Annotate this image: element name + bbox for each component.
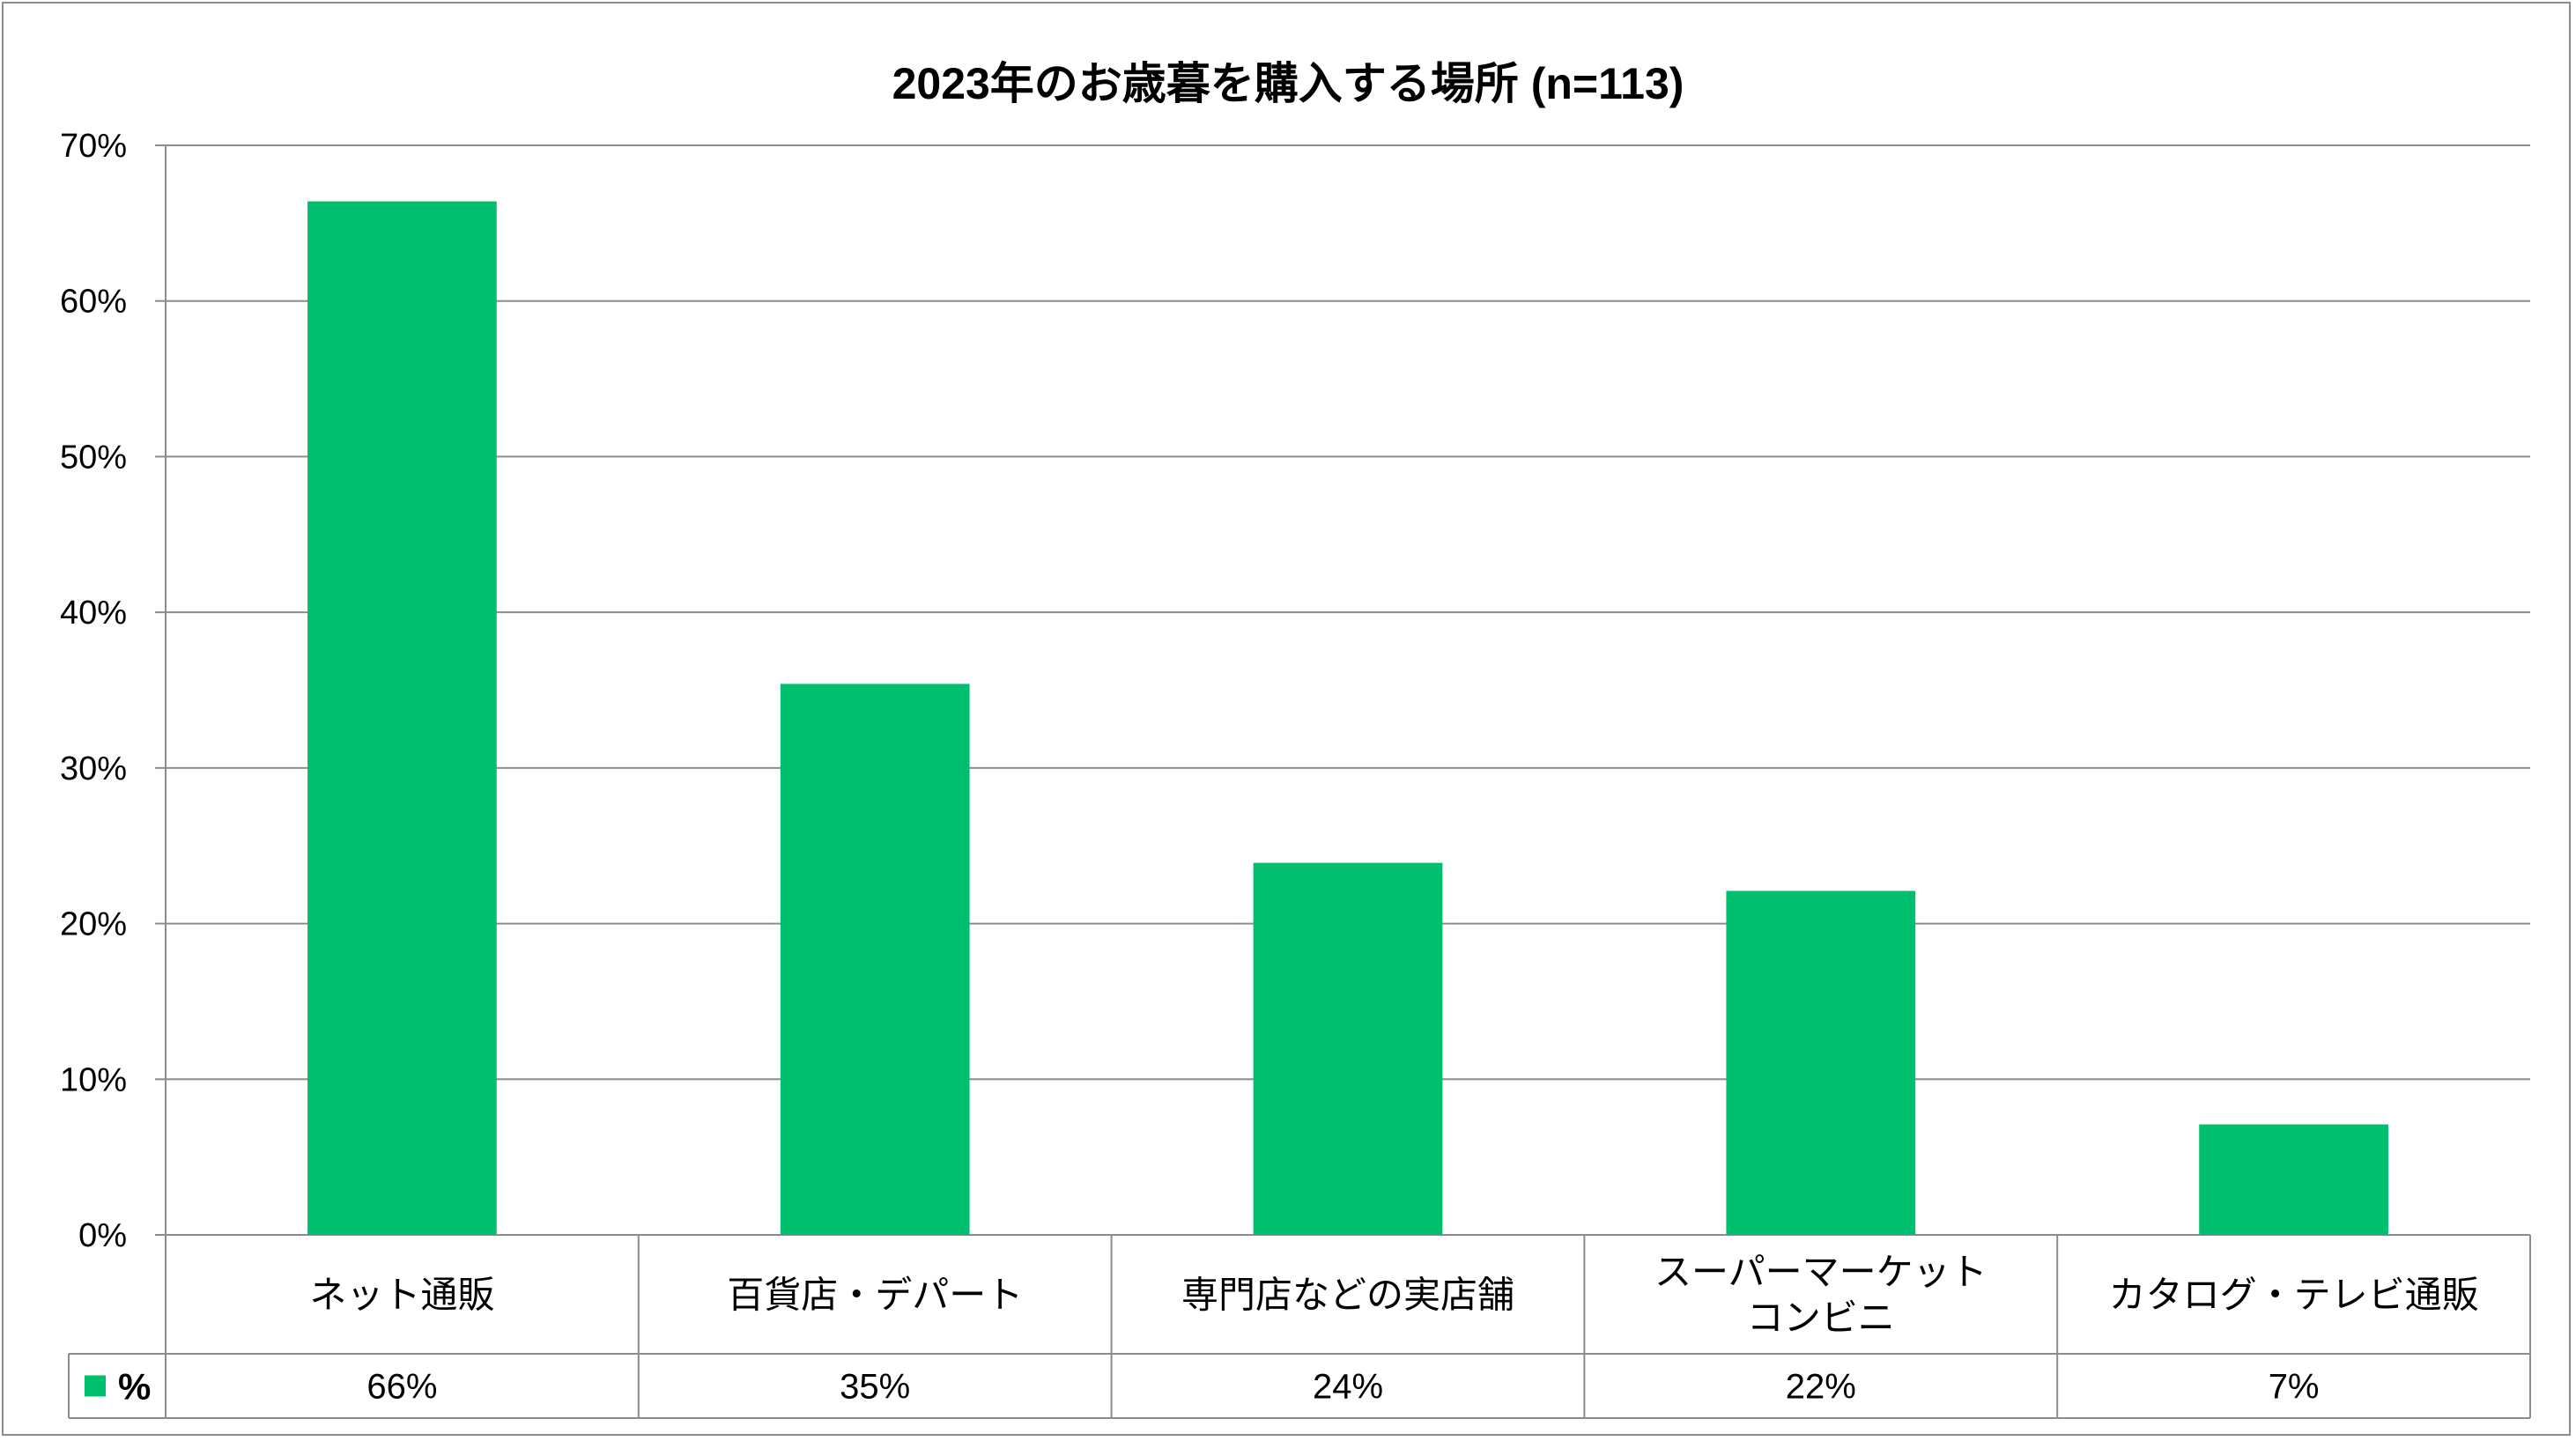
bars	[307, 201, 2388, 1235]
category-label: スーパーマーケット	[1654, 1252, 1988, 1293]
bar	[1253, 862, 1443, 1235]
y-tick-label: 70%	[60, 128, 127, 165]
legend-label: %	[118, 1366, 151, 1408]
data-label: 22%	[1786, 1368, 1856, 1407]
bar	[2199, 1124, 2388, 1235]
bar	[780, 684, 970, 1235]
y-tick-label: 60%	[60, 284, 127, 321]
category-label: 百貨店・デパート	[727, 1275, 1023, 1316]
category-label: カタログ・テレビ通販	[2109, 1275, 2479, 1316]
y-tick-label: 50%	[60, 439, 127, 476]
data-label: 35%	[840, 1368, 910, 1407]
data-label: 7%	[2269, 1368, 2320, 1407]
y-tick-label: 10%	[60, 1061, 127, 1098]
legend-swatch	[85, 1375, 106, 1397]
bar	[1726, 890, 1916, 1235]
y-tick-label: 40%	[60, 595, 127, 632]
data-label: 24%	[1313, 1368, 1383, 1407]
category-label: 専門店などの実店舗	[1181, 1275, 1514, 1316]
category-label: ネット通販	[309, 1275, 494, 1316]
gridlines	[166, 144, 2530, 1236]
y-tick-label: 30%	[60, 750, 127, 787]
data-label: 66%	[366, 1368, 437, 1407]
bar	[307, 201, 497, 1235]
y-tick-label: 0%	[78, 1217, 127, 1254]
chart-title: 2023年のお歳暮を購入する場所 (n=113)	[892, 59, 1684, 108]
y-tick-label: 20%	[60, 906, 127, 943]
y-axis: 0% 10% 20% 30% 40% 50% 60% 70%	[60, 128, 167, 1254]
category-label: コンビニ	[1747, 1297, 1895, 1339]
